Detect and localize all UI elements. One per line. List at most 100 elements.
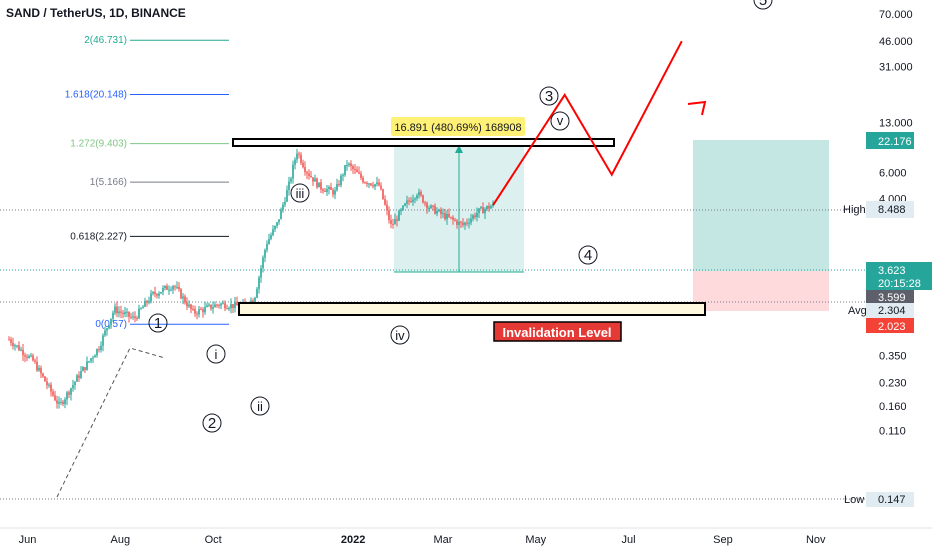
projection-arrowhead (687, 100, 707, 116)
candle-body (194, 308, 196, 314)
candle-body (34, 360, 36, 362)
y-tick-label: 13.000 (879, 118, 913, 130)
candle-body (398, 211, 400, 221)
wave-label-2: 2 (208, 415, 216, 432)
candle-body (124, 312, 126, 315)
candle-body (8, 339, 10, 341)
candle-body (420, 191, 422, 196)
candle-body (348, 163, 350, 166)
candle-body (84, 367, 86, 370)
candle-body (182, 296, 184, 299)
candle-body (370, 183, 372, 186)
y-tick-label: 70.000 (879, 9, 913, 21)
resistance-box[interactable] (232, 138, 615, 147)
candle-body (252, 300, 254, 303)
candle-body (224, 303, 226, 309)
candle-body (382, 189, 384, 200)
candle-body (58, 401, 60, 404)
support-box[interactable] (238, 302, 706, 316)
candle-body (388, 210, 390, 221)
candle-body (190, 304, 192, 309)
candle-body (322, 189, 324, 191)
candle-body (308, 173, 310, 176)
measure-arrow-head (455, 145, 463, 153)
measure-label-bg (391, 117, 525, 136)
candle-body (442, 213, 444, 215)
candle-body (132, 316, 134, 318)
candle-body (202, 309, 204, 313)
candle-body (424, 202, 426, 204)
candle-body (400, 209, 402, 212)
candle-body (162, 287, 164, 292)
candle-body (150, 293, 152, 302)
candle-body (130, 316, 132, 318)
candle-body (330, 187, 332, 190)
last-price-badge: 3.599 (878, 292, 906, 304)
candle-body (380, 185, 382, 190)
candle-body (170, 289, 172, 291)
candle-body (228, 308, 230, 310)
candle-body (262, 257, 264, 269)
y-tick-label: 0.350 (879, 351, 907, 363)
candle-body (166, 285, 168, 290)
candle-body (128, 311, 130, 317)
target-zone (693, 140, 829, 271)
candle-body (216, 304, 218, 306)
candle-body (230, 304, 232, 309)
candle-body (192, 308, 194, 310)
time-axis[interactable]: Jun Aug Oct 2022 Mar May Jul Sep Nov (0, 527, 932, 546)
candle-body (434, 205, 436, 214)
candle-body (476, 213, 478, 217)
candle-body (174, 286, 176, 288)
y-tick-label: 0.110 (879, 425, 906, 437)
avg-label: Avg (848, 305, 867, 317)
candle-body (460, 221, 462, 223)
candle-body (324, 190, 326, 192)
candle-body (50, 384, 52, 392)
candle-body (278, 219, 280, 223)
candle-body (366, 182, 368, 185)
candle-body (196, 313, 198, 315)
candle-body (102, 335, 104, 346)
candle-body (358, 172, 360, 174)
candle-body (120, 311, 122, 313)
candle-body (342, 175, 344, 177)
candle-body (254, 297, 256, 303)
candle-body (116, 306, 118, 314)
x-tick-label: May (525, 534, 546, 546)
candle-body (42, 373, 44, 377)
candle-body (368, 183, 370, 185)
candle-body (406, 200, 408, 204)
wave-label-4: 4 (584, 247, 592, 264)
candle-body (180, 289, 182, 299)
candle-body (474, 215, 476, 217)
candle-body (94, 355, 96, 358)
candle-body (444, 213, 446, 220)
chart-title: SAND / TetherUS, 1D, BINANCE (6, 6, 186, 20)
candle-body (354, 169, 356, 171)
candle-body (156, 294, 158, 296)
candle-body (46, 381, 48, 386)
candle-body (20, 349, 22, 351)
candle-body (138, 308, 140, 319)
candle-body (294, 159, 296, 165)
y-tick-label: 31.000 (879, 62, 913, 74)
candle-body (268, 238, 270, 245)
candle-body (256, 288, 258, 298)
candle-body (66, 392, 68, 400)
fibonacci-extension[interactable]: 2(46.731) 1.618(20.148) 1.272(9.403) 1(5.16… (65, 35, 229, 330)
candle-body (40, 367, 42, 374)
candle-body (88, 361, 90, 363)
candle-body (44, 376, 46, 382)
wave-label-i: i (215, 347, 218, 362)
candle-body (100, 345, 102, 350)
candle-body (422, 195, 424, 203)
candle-body (482, 207, 484, 214)
candle-body (344, 165, 346, 176)
candle-body (212, 307, 214, 309)
candle-body (404, 203, 406, 206)
candle-body (206, 305, 208, 307)
candle-body (106, 328, 108, 331)
